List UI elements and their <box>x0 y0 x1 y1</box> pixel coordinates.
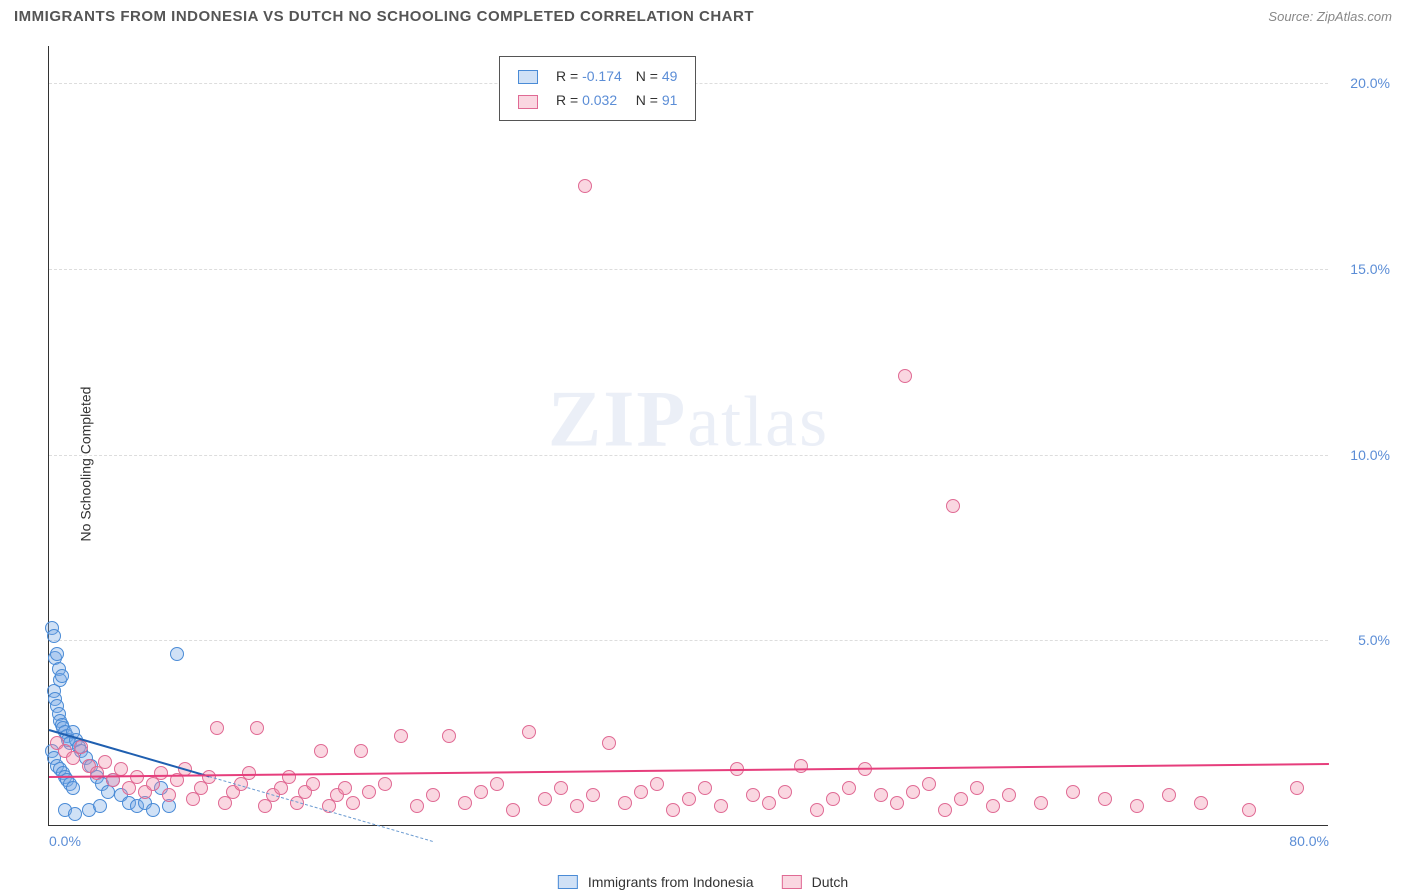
watermark: ZIPatlas <box>548 374 829 465</box>
data-point <box>602 736 616 750</box>
data-point <box>55 669 69 683</box>
chart-container: No Schooling Completed ZIPatlas 5.0%10.0… <box>0 36 1406 892</box>
data-point <box>898 369 912 383</box>
data-point <box>490 777 504 791</box>
data-point <box>506 803 520 817</box>
data-point <box>538 792 552 806</box>
data-point <box>362 785 376 799</box>
data-point <box>93 799 107 813</box>
stats-legend: R = -0.174N = 49R = 0.032N = 91 <box>499 56 696 121</box>
data-point <box>922 777 936 791</box>
chart-title: IMMIGRANTS FROM INDONESIA VS DUTCH NO SC… <box>14 8 754 25</box>
data-point <box>794 759 808 773</box>
data-point <box>346 796 360 810</box>
data-point <box>986 799 1000 813</box>
data-point <box>698 781 712 795</box>
data-point <box>1130 799 1144 813</box>
data-point <box>1290 781 1304 795</box>
data-point <box>810 803 824 817</box>
data-point <box>970 781 984 795</box>
y-tick-label: 20.0% <box>1334 75 1390 91</box>
data-point <box>394 729 408 743</box>
data-point <box>714 799 728 813</box>
y-tick-label: 10.0% <box>1334 447 1390 463</box>
series-legend: Immigrants from Indonesia Dutch <box>558 874 848 890</box>
data-point <box>746 788 760 802</box>
data-point <box>338 781 352 795</box>
data-point <box>1002 788 1016 802</box>
data-point <box>50 647 64 661</box>
data-point <box>1034 796 1048 810</box>
data-point <box>554 781 568 795</box>
data-point <box>1242 803 1256 817</box>
y-tick-label: 15.0% <box>1334 261 1390 277</box>
data-point <box>1098 792 1112 806</box>
data-point <box>314 744 328 758</box>
legend-item: Dutch <box>782 874 849 890</box>
data-point <box>618 796 632 810</box>
plot-area: ZIPatlas 5.0%10.0%15.0%20.0%0.0%80.0%R =… <box>48 46 1328 826</box>
data-point <box>354 744 368 758</box>
gridline <box>49 455 1328 456</box>
data-point <box>586 788 600 802</box>
data-point <box>68 807 82 821</box>
data-point <box>250 721 264 735</box>
data-point <box>946 499 960 513</box>
data-point <box>1162 788 1176 802</box>
data-point <box>458 796 472 810</box>
data-point <box>762 796 776 810</box>
data-point <box>890 796 904 810</box>
data-point <box>778 785 792 799</box>
data-point <box>146 803 160 817</box>
data-point <box>1066 785 1080 799</box>
legend-item: Immigrants from Indonesia <box>558 874 754 890</box>
data-point <box>66 781 80 795</box>
trend-line <box>209 776 433 842</box>
source-label: Source: ZipAtlas.com <box>1268 9 1392 24</box>
data-point <box>826 792 840 806</box>
data-point <box>47 629 61 643</box>
data-point <box>98 755 112 769</box>
data-point <box>114 762 128 776</box>
x-tick-label: 80.0% <box>1289 833 1329 849</box>
gridline <box>49 640 1328 641</box>
data-point <box>954 792 968 806</box>
gridline <box>49 269 1328 270</box>
data-point <box>162 788 176 802</box>
data-point <box>282 770 296 784</box>
data-point <box>906 785 920 799</box>
data-point <box>666 803 680 817</box>
data-point <box>634 785 648 799</box>
data-point <box>1194 796 1208 810</box>
data-point <box>874 788 888 802</box>
trend-line <box>49 763 1329 778</box>
data-point <box>426 788 440 802</box>
data-point <box>410 799 424 813</box>
data-point <box>522 725 536 739</box>
data-point <box>682 792 696 806</box>
data-point <box>578 179 592 193</box>
data-point <box>442 729 456 743</box>
data-point <box>938 803 952 817</box>
data-point <box>650 777 664 791</box>
data-point <box>842 781 856 795</box>
data-point <box>570 799 584 813</box>
data-point <box>306 777 320 791</box>
data-point <box>210 721 224 735</box>
y-tick-label: 5.0% <box>1334 632 1390 648</box>
data-point <box>378 777 392 791</box>
data-point <box>170 647 184 661</box>
x-tick-label: 0.0% <box>49 833 81 849</box>
data-point <box>154 766 168 780</box>
data-point <box>474 785 488 799</box>
data-point <box>74 740 88 754</box>
